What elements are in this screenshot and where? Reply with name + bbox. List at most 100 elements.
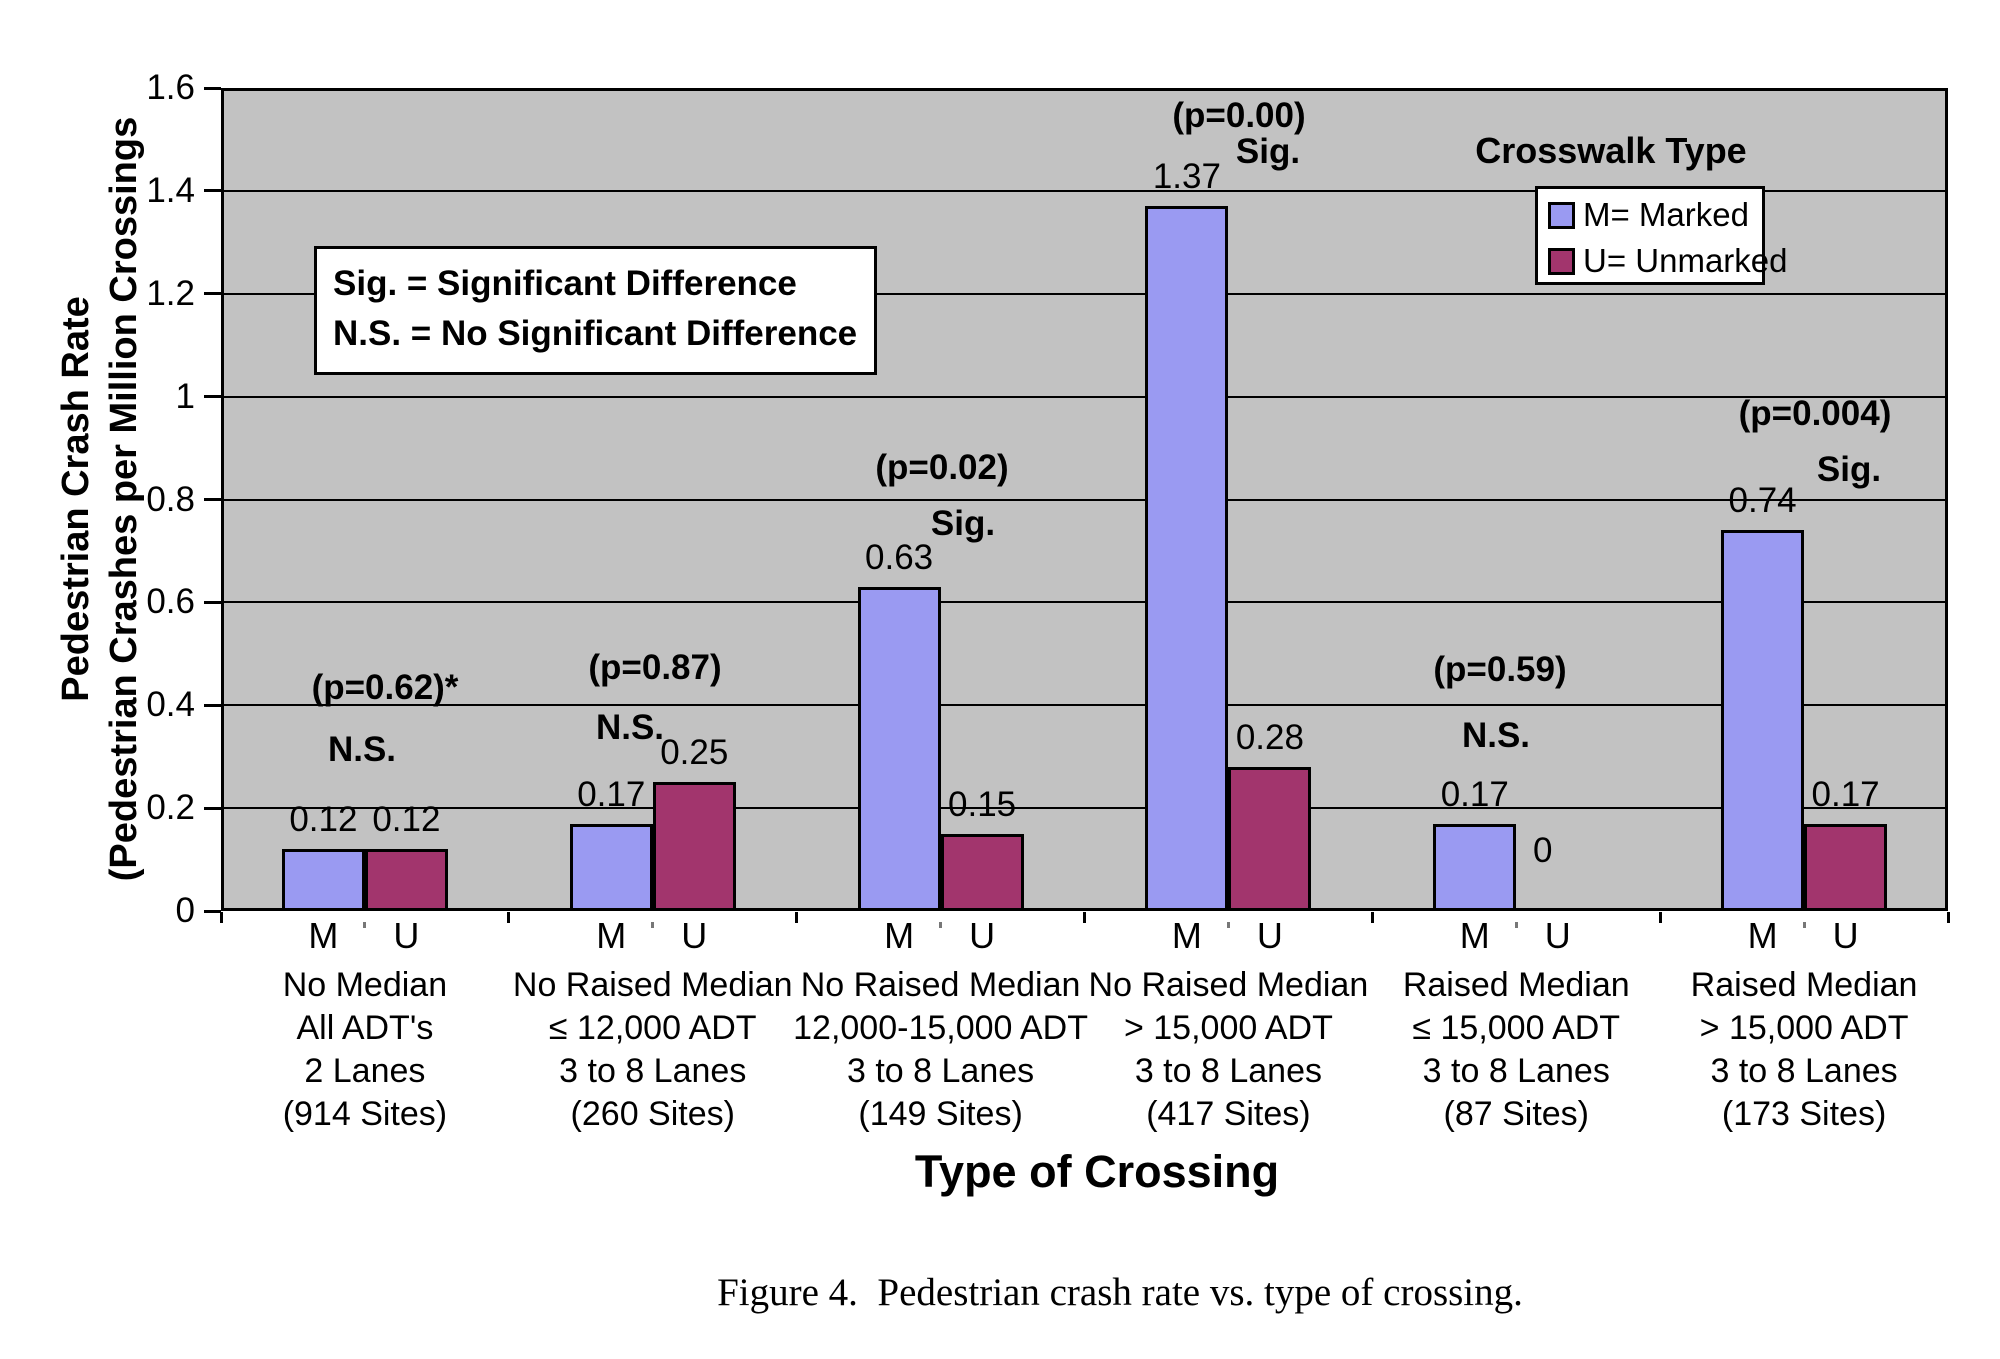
series-tick-label: M bbox=[596, 915, 627, 956]
value-label: 1.37 bbox=[1152, 157, 1221, 197]
note-box: Sig. = Significant Difference N.S. = No … bbox=[314, 246, 877, 375]
category-label-line: 3 to 8 Lanes bbox=[1422, 1052, 1610, 1090]
value-label: 0.63 bbox=[865, 537, 934, 577]
category-label-line: ≤ 12,000 ADT bbox=[548, 1009, 757, 1047]
legend-title: Crosswalk Type bbox=[1475, 130, 1747, 171]
series-tick-label: M bbox=[308, 915, 339, 956]
bar-marked bbox=[857, 586, 941, 911]
gridline bbox=[221, 601, 1948, 604]
series-tick-label: M bbox=[1171, 915, 1202, 956]
bar-marked bbox=[569, 823, 653, 911]
series-tick-label: U bbox=[1256, 915, 1283, 956]
x-axis-title: Type of Crossing bbox=[914, 1146, 1280, 1197]
bar-unmarked bbox=[364, 849, 448, 911]
category-label-line: (417 Sites) bbox=[1146, 1095, 1311, 1133]
gridline bbox=[221, 704, 1948, 707]
p-value-label: (p=0.02) bbox=[875, 448, 1009, 487]
legend-item-label: M= Marked bbox=[1583, 196, 1749, 233]
y-axis-tick-mark bbox=[204, 189, 221, 193]
value-label: 0.25 bbox=[660, 733, 729, 773]
category-label-line: 3 to 8 Lanes bbox=[1134, 1052, 1322, 1090]
significance-label: N.S. bbox=[327, 730, 397, 769]
category-label: No Raised Median ≤ 12,000 ADT 3 to 8 Lanes… bbox=[433, 964, 873, 1136]
value-label: 0.12 bbox=[372, 800, 441, 840]
p-value-label: (p=0.00) bbox=[1172, 96, 1306, 135]
value-label: 0.28 bbox=[1235, 717, 1304, 757]
category-label: No Median All ADT's 2 Lanes (914 Sites) bbox=[145, 964, 585, 1136]
category-label-line: 2 Lanes bbox=[304, 1052, 426, 1090]
y-tick-label: 0 bbox=[175, 891, 195, 930]
series-tick-label: U bbox=[969, 915, 996, 956]
category-label-line: ≤ 15,000 ADT bbox=[1412, 1009, 1621, 1047]
series-tick-label: U bbox=[1544, 915, 1571, 956]
pair-tick-mark bbox=[1802, 922, 1806, 928]
y-axis-tick-mark bbox=[204, 395, 221, 399]
category-label-line: No Raised Median bbox=[1088, 966, 1369, 1004]
legend-box: M= Marked U= Unmarked bbox=[1535, 186, 1788, 285]
y-axis-title-line1: Pedestrian Crash Rate bbox=[55, 296, 97, 702]
category-label: Raised Median > 15,000 ADT 3 to 8 Lanes (17… bbox=[1584, 964, 2000, 1136]
y-tick-label: 0.4 bbox=[146, 685, 195, 725]
legend-swatch-marked-icon bbox=[1548, 201, 1575, 229]
value-label: 0.17 bbox=[1811, 774, 1880, 814]
y-tick-label: 1.6 bbox=[146, 68, 195, 107]
bar-unmarked bbox=[1804, 823, 1888, 911]
bar-unmarked bbox=[652, 782, 736, 911]
legend-item: M= Marked bbox=[1548, 196, 1749, 233]
bar-unmarked bbox=[940, 833, 1024, 911]
legend-item: U= Unmarked bbox=[1548, 242, 1788, 279]
y-axis-tick-mark bbox=[204, 703, 221, 707]
category-label-line: > 15,000 ADT bbox=[1699, 1009, 1909, 1047]
pair-tick-mark bbox=[651, 922, 655, 928]
category-label-line: (173 Sites) bbox=[1721, 1095, 1887, 1133]
bar-marked bbox=[1145, 206, 1229, 911]
note-line-sig: Sig. = Significant Difference bbox=[333, 264, 797, 303]
p-value-label: (p=0.004) bbox=[1738, 394, 1892, 433]
significance-label: N.S. bbox=[1461, 716, 1531, 755]
pair-tick-mark bbox=[939, 922, 943, 928]
x-axis-tick-mark bbox=[1658, 912, 1662, 923]
value-label: 0.74 bbox=[1728, 481, 1797, 521]
gridline bbox=[221, 807, 1948, 810]
category-label-line: (87 Sites) bbox=[1443, 1095, 1590, 1133]
series-tick-label: M bbox=[1459, 915, 1490, 956]
category-label-line: 3 to 8 Lanes bbox=[847, 1052, 1035, 1090]
category-label-line: All ADT's bbox=[296, 1009, 434, 1047]
y-axis-tick-mark bbox=[204, 909, 221, 913]
y-axis-tick-mark bbox=[204, 600, 221, 604]
significance-label: Sig. bbox=[1816, 450, 1882, 489]
value-label: 0.12 bbox=[289, 800, 358, 840]
series-tick-label: M bbox=[884, 915, 915, 956]
category-label: No Raised Median > 15,000 ADT 3 to 8 Lanes… bbox=[1008, 964, 1448, 1136]
note-line-ns: N.S. = No Significant Difference bbox=[333, 314, 858, 353]
category-label-line: > 15,000 ADT bbox=[1123, 1009, 1333, 1047]
series-tick-label: U bbox=[681, 915, 708, 956]
bar-marked bbox=[1721, 530, 1805, 911]
category-label-line: (260 Sites) bbox=[570, 1095, 735, 1133]
x-axis-tick-mark bbox=[1946, 912, 1950, 923]
y-axis-tick-mark bbox=[204, 292, 221, 296]
gridline bbox=[221, 292, 1948, 295]
y-tick-label: 1 bbox=[175, 376, 195, 416]
category-label-line: No Raised Median bbox=[512, 966, 793, 1004]
x-axis-tick-mark bbox=[507, 912, 511, 923]
x-axis-tick-mark bbox=[1370, 912, 1374, 923]
p-value-label: (p=0.59) bbox=[1433, 650, 1567, 689]
category-label: Raised Median ≤ 15,000 ADT 3 to 8 Lanes (87… bbox=[1296, 964, 1736, 1136]
category-label-line: 12,000-15,000 ADT bbox=[793, 1009, 1089, 1047]
figure-caption: Figure 4. Pedestrian crash rate vs. type… bbox=[717, 1271, 1523, 1314]
category-label-line: Raised Median bbox=[1402, 966, 1630, 1004]
pair-tick-mark bbox=[1226, 922, 1230, 928]
value-label: 0.17 bbox=[577, 774, 646, 814]
y-tick-label: 0.2 bbox=[146, 788, 195, 828]
p-value-label: (p=0.87) bbox=[588, 648, 722, 687]
y-tick-label: 0.6 bbox=[146, 582, 195, 622]
y-axis-title: Pedestrian Crash Rate (Pedestrian Crashe… bbox=[52, 49, 148, 949]
category-label-line: No Median bbox=[282, 966, 448, 1004]
y-tick-label: 1.2 bbox=[146, 273, 195, 313]
significance-label: Sig. bbox=[930, 504, 996, 543]
y-axis-tick-mark bbox=[204, 86, 221, 90]
series-tick-label: M bbox=[1747, 915, 1778, 956]
